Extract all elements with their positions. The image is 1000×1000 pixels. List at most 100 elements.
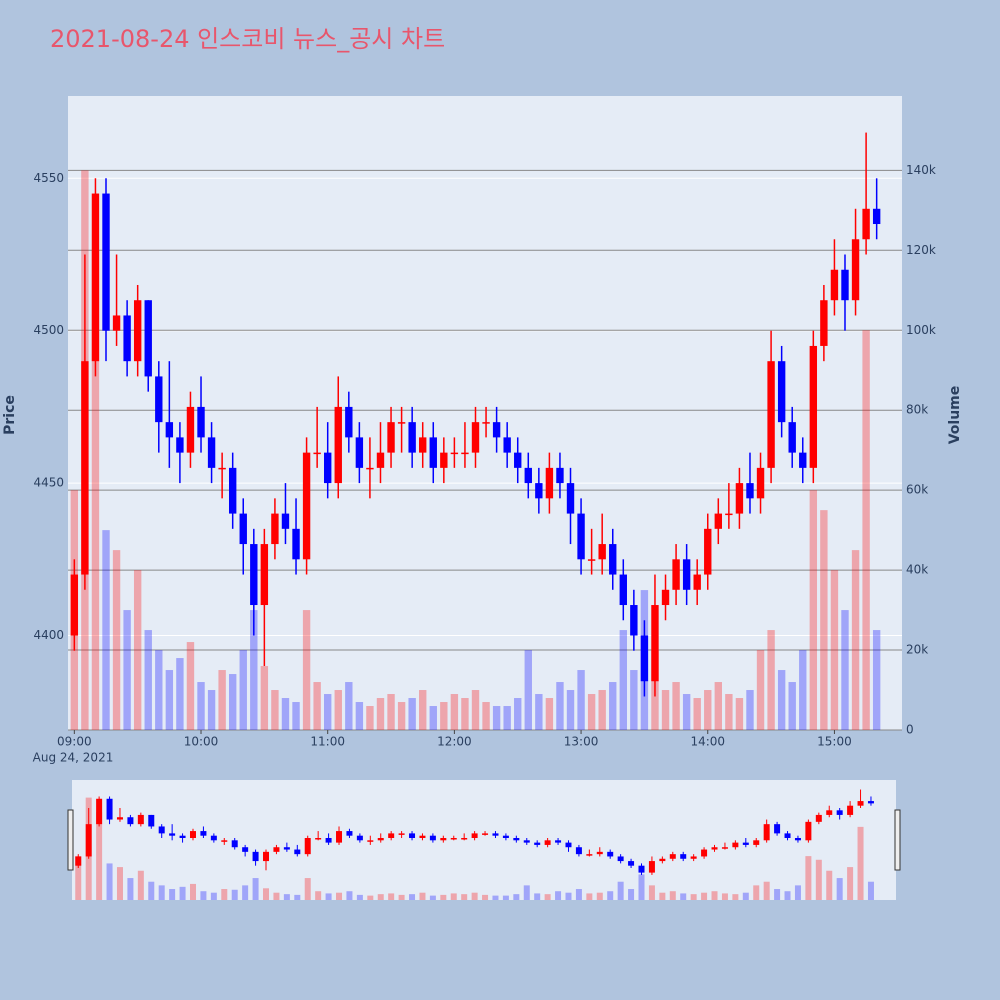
mini-volume-bar [805, 856, 812, 900]
mini-volume-bar [137, 870, 144, 900]
volume-bar [123, 610, 131, 730]
mini-volume-bar [189, 883, 196, 900]
volume-bar [566, 690, 575, 730]
candle-body [440, 452, 448, 468]
volume-bar [672, 682, 680, 730]
volume-bar [313, 682, 321, 730]
mini-volume-bar [742, 892, 749, 900]
y-tick-label: 4550 [33, 171, 64, 185]
mini-volume-bar [701, 892, 708, 900]
volume-bar [767, 630, 775, 730]
candle-body [228, 467, 237, 514]
mini-candle-body [200, 831, 207, 836]
mini-candle-body [398, 833, 405, 835]
mini-volume-bar [836, 878, 843, 900]
y2-tick-label: 100k [906, 323, 936, 337]
mini-candle-body [774, 824, 781, 834]
candle-body [355, 437, 364, 468]
candle-body [302, 452, 311, 560]
candle-body [376, 452, 385, 468]
mini-candle-body [732, 842, 739, 848]
candle-body [841, 269, 849, 301]
y-tick-label: 4400 [33, 628, 64, 642]
mini-volume-bar [763, 881, 770, 900]
volume-bar [345, 682, 353, 730]
volume-bar [281, 698, 290, 730]
mini-volume-bar [221, 889, 228, 900]
mini-candle-body [638, 865, 645, 873]
mini-volume-bar [231, 889, 238, 900]
x-date-label: Aug 24, 2021 [33, 751, 114, 765]
candle-body [260, 544, 269, 606]
candle-body [165, 422, 174, 438]
mini-volume-bar [513, 894, 520, 900]
mini-candle-body [523, 840, 530, 843]
mini-volume-bar [325, 893, 332, 900]
volume-bar [419, 690, 427, 730]
mini-candle-body [85, 824, 92, 857]
candle-body [545, 467, 554, 499]
candle-body [566, 483, 575, 514]
mini-volume-bar [388, 893, 395, 900]
mini-volume-bar [502, 895, 509, 900]
candle-body [186, 406, 195, 453]
candle-body [746, 483, 754, 499]
mini-candle-body [440, 838, 447, 841]
volume-bar [176, 658, 184, 730]
mini-volume-bar [617, 881, 624, 900]
volume-bar [735, 698, 744, 730]
volume-bar [545, 698, 554, 730]
x-tick-label: 11:00 [310, 735, 345, 749]
candle-body [492, 422, 501, 438]
mini-volume-bar [96, 812, 103, 900]
volume-bar [535, 694, 543, 730]
volume-bar [250, 610, 258, 730]
mini-candle-body [659, 858, 666, 862]
mini-candle-body [75, 856, 82, 866]
mini-volume-bar [127, 878, 134, 900]
candle-body [345, 406, 353, 438]
volume-bar [397, 702, 406, 730]
volume-bar [809, 490, 818, 730]
slider-handle[interactable] [67, 809, 74, 871]
mini-volume-bar [596, 892, 603, 900]
mini-candle-body [283, 847, 290, 850]
volume-bar [355, 702, 364, 730]
candle-body [207, 437, 216, 468]
volume-bar [376, 698, 385, 730]
volume-bar [186, 642, 195, 730]
x-tick-label: 15:00 [817, 735, 852, 749]
volume-bar [91, 250, 100, 730]
mini-volume-bar [242, 885, 249, 900]
mini-candle-body [617, 856, 624, 862]
volume-bar [334, 690, 342, 730]
mini-volume-bar [419, 892, 426, 900]
volume-bar [324, 694, 332, 730]
candle-body [239, 513, 247, 545]
y2-tick-label: 60k [906, 483, 928, 497]
x-tick-label: 12:00 [437, 735, 472, 749]
volume-bar [112, 550, 121, 730]
mini-volume-bar [711, 891, 718, 900]
mini-volume-bar [440, 894, 447, 900]
mini-candle-body [210, 835, 217, 841]
candle-body [598, 544, 606, 560]
slider-handle[interactable] [894, 809, 901, 871]
range-slider[interactable] [72, 780, 896, 900]
mini-volume-bar [774, 889, 781, 900]
mini-candle-body [805, 821, 812, 841]
volume-bar [387, 694, 395, 730]
volume-bar [239, 650, 247, 730]
candle-body [630, 605, 638, 636]
mini-candle-body [596, 851, 603, 855]
candle-body [788, 422, 796, 453]
volume-bar [830, 570, 839, 730]
mini-candle-body [325, 838, 332, 843]
mini-candle-body [273, 847, 280, 852]
mini-candle-body [628, 861, 635, 866]
candle-body [704, 528, 712, 575]
candle-body [144, 300, 152, 377]
volume-bar [155, 650, 163, 730]
mini-volume-bar [482, 894, 489, 900]
